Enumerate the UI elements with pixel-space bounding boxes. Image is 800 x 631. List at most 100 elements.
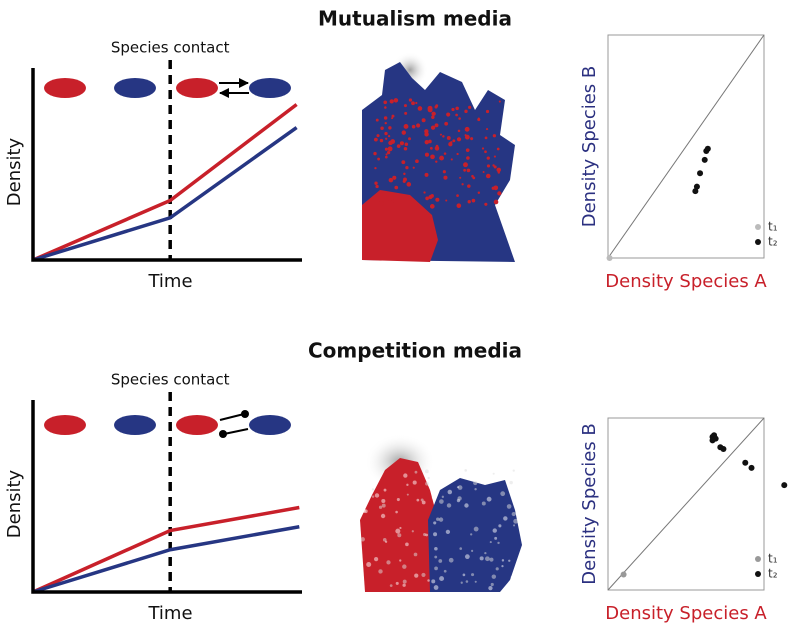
speckle: [384, 147, 389, 151]
speckle: [486, 156, 490, 160]
speckle: [508, 559, 511, 562]
speckle: [414, 573, 419, 578]
axes: [31, 68, 302, 262]
legend-label: t₂: [768, 235, 778, 249]
speckle: [404, 111, 408, 115]
speckle: [513, 524, 516, 527]
speckle: [503, 516, 508, 521]
speckle: [511, 511, 516, 517]
speckle: [447, 489, 453, 495]
speckle: [484, 136, 488, 140]
speckle: [446, 136, 451, 140]
speckle: [387, 146, 393, 152]
legend-swatch: [755, 571, 761, 577]
x-axis-label: Density Species A: [605, 603, 767, 624]
speckle: [479, 556, 484, 561]
speckle: [467, 184, 471, 188]
speckle: [416, 123, 421, 128]
colony-image: [360, 434, 522, 592]
speckle: [456, 194, 459, 197]
speckle: [424, 152, 430, 157]
line-series: [32, 126, 298, 262]
speckle: [421, 118, 426, 123]
speckle: [477, 191, 481, 194]
speckle: [384, 131, 388, 136]
speckle: [381, 498, 386, 504]
speckle: [489, 541, 492, 544]
speckle: [387, 134, 391, 138]
speckle: [382, 194, 387, 199]
speckle: [500, 491, 506, 497]
speckle: [439, 133, 442, 136]
speckle: [455, 113, 458, 117]
speckle: [456, 203, 462, 209]
speckle: [473, 480, 478, 486]
speckle: [488, 585, 493, 591]
speckle: [375, 118, 379, 122]
speckle: [411, 530, 414, 533]
speckle: [456, 137, 462, 142]
speckle: [442, 135, 445, 138]
speckle: [387, 150, 391, 155]
speckle: [434, 105, 438, 109]
speckle: [464, 126, 470, 132]
speckle: [395, 510, 398, 514]
speckle: [497, 541, 500, 545]
y-axis-label: Density Species B: [579, 66, 600, 228]
annotation: Species contact: [111, 39, 230, 57]
speckle: [474, 488, 477, 491]
panel-title: Competition media: [308, 339, 522, 363]
y-axis-label: Density: [4, 137, 25, 206]
speckle: [496, 167, 501, 173]
speckle: [424, 139, 429, 145]
legend-swatch: [755, 556, 761, 562]
speckle: [512, 469, 515, 472]
speckle: [424, 469, 429, 474]
speckle: [361, 508, 366, 513]
speckle: [431, 111, 436, 116]
speckle: [403, 124, 409, 129]
y-axis-label: Density: [4, 469, 25, 538]
speckle: [481, 147, 485, 150]
speckle: [497, 171, 501, 174]
speckle: [390, 139, 396, 144]
speckle: [485, 173, 491, 179]
speckle: [501, 559, 505, 562]
speckle: [513, 518, 519, 524]
speckle: [388, 196, 393, 201]
speckle: [402, 583, 406, 587]
speckle: [376, 134, 380, 138]
speckle: [470, 137, 474, 141]
speckle: [446, 503, 452, 508]
speckle: [431, 115, 435, 119]
speckle: [455, 106, 459, 111]
line-series: [32, 505, 300, 594]
speckle: [489, 557, 494, 562]
speckle: [496, 147, 500, 151]
colony-image: [362, 52, 515, 262]
speckle: [396, 144, 401, 148]
speckle: [436, 517, 440, 521]
speckle: [429, 204, 435, 209]
speckle: [511, 490, 515, 493]
speckle: [406, 182, 412, 187]
speckle: [506, 504, 512, 509]
speckle: [439, 576, 445, 582]
speckle: [498, 100, 501, 103]
speckle: [423, 533, 427, 537]
legend-label: t₁: [768, 552, 778, 566]
speckle: [389, 584, 393, 587]
speckle: [490, 582, 494, 587]
speckle: [384, 155, 388, 159]
speckle: [385, 153, 388, 156]
speckle: [405, 166, 409, 170]
speckle: [492, 472, 495, 475]
speckle: [396, 498, 400, 502]
speckle: [474, 580, 477, 583]
speckle: [421, 500, 426, 505]
speckle: [507, 468, 511, 472]
speckle: [477, 118, 481, 122]
scatter-point: [620, 571, 627, 578]
speckle: [484, 551, 487, 555]
